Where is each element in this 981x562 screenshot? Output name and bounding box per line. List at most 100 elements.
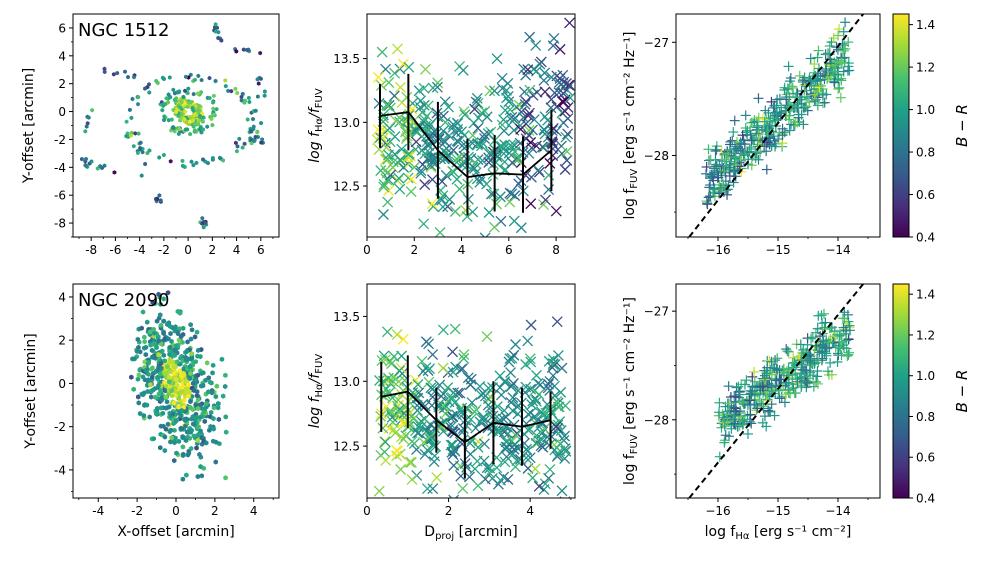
map-hexbin bbox=[241, 47, 246, 52]
map-hexbin bbox=[86, 115, 91, 120]
sfr-point bbox=[710, 146, 721, 157]
ratio-point bbox=[427, 483, 439, 495]
ratio-point bbox=[375, 165, 387, 177]
ngc2090-map-ytick-label: 2 bbox=[58, 334, 66, 348]
map-hexbin bbox=[176, 438, 182, 444]
map-hexbin bbox=[158, 405, 164, 411]
map-hexbin bbox=[187, 100, 192, 105]
sfr-point bbox=[839, 307, 850, 318]
map-hexbin bbox=[253, 134, 258, 140]
ratio-point bbox=[505, 397, 517, 408]
map-hexbin bbox=[149, 347, 155, 353]
colorbar bbox=[892, 13, 910, 238]
sfr-point bbox=[792, 376, 803, 387]
ngc1512-ratio-xtick-label: 8 bbox=[552, 243, 560, 257]
ratio-point bbox=[381, 326, 393, 338]
sfr-point bbox=[755, 381, 766, 392]
ratio-point bbox=[419, 148, 431, 160]
ratio-point bbox=[398, 433, 410, 445]
ratio-point bbox=[474, 380, 486, 392]
ngc2090-map-ytick-label: -2 bbox=[54, 420, 66, 434]
ratio-point bbox=[437, 324, 449, 336]
ratio-point bbox=[402, 148, 414, 160]
sfr-point bbox=[705, 191, 716, 202]
map-hexbin bbox=[175, 382, 180, 388]
ratio-point bbox=[542, 382, 554, 394]
ratio-point bbox=[377, 422, 389, 434]
map-hexbin bbox=[84, 163, 89, 169]
ratio-point bbox=[377, 209, 389, 220]
map-hexbin bbox=[163, 405, 169, 411]
map-hexbin bbox=[259, 120, 263, 126]
ratio-point bbox=[508, 349, 520, 361]
ratio-point bbox=[437, 134, 449, 146]
ratio-point bbox=[461, 211, 473, 223]
map-hexbin bbox=[196, 73, 201, 79]
ratio-point bbox=[406, 173, 418, 185]
sfr-point bbox=[724, 144, 735, 155]
sfr-point bbox=[737, 415, 748, 426]
ratio-point bbox=[481, 331, 493, 343]
sfr-ylabel-part: log f bbox=[622, 188, 638, 220]
ratio-point bbox=[522, 408, 534, 420]
map-hexbin bbox=[187, 364, 193, 370]
ngc1512-map-xtick-label: 2 bbox=[209, 243, 217, 257]
ratio-point bbox=[503, 147, 515, 159]
map-hexbin bbox=[180, 435, 185, 441]
reference-dashed-line bbox=[688, 14, 864, 237]
map-hexbin bbox=[215, 25, 219, 30]
ngc1512-sfr-xtick-label: −16 bbox=[705, 243, 730, 257]
ngc1512-sfr-points bbox=[688, 14, 864, 237]
ratio-point bbox=[415, 167, 427, 179]
ratio-point bbox=[560, 504, 570, 514]
sfr-point bbox=[822, 73, 833, 84]
sfr-point bbox=[777, 123, 788, 134]
map-hexbin bbox=[181, 94, 186, 100]
ratio-point bbox=[378, 350, 390, 362]
map-hexbin bbox=[213, 394, 219, 400]
sfr-point bbox=[724, 170, 735, 181]
ngc2090-map-xtick-label: -4 bbox=[92, 504, 104, 518]
ngc2090-ratio-ytick-label: 13.0 bbox=[333, 375, 360, 389]
sfr-xlabel-part: [erg s⁻¹ cm⁻²] bbox=[749, 524, 851, 540]
ratio-point bbox=[433, 133, 445, 145]
ngc2090-map-ytick-label: -4 bbox=[54, 463, 66, 477]
sfr-ylabel-part: [erg s⁻¹ cm⁻² Hz⁻¹] bbox=[622, 297, 638, 434]
map-hexbin bbox=[197, 103, 202, 109]
map-ylabel: Y-offset [arcmin] bbox=[23, 333, 39, 449]
sfr-point bbox=[783, 61, 794, 72]
ratio-point bbox=[523, 147, 535, 159]
map-hexbin bbox=[132, 75, 136, 80]
map-hexbin bbox=[184, 472, 189, 478]
ratio-point bbox=[476, 140, 487, 152]
ratio-point bbox=[529, 463, 541, 475]
map-hexbin bbox=[191, 118, 196, 123]
sfr-point bbox=[769, 363, 780, 374]
map-hexbin bbox=[162, 152, 166, 158]
map-hexbin bbox=[186, 429, 192, 435]
sfr-point bbox=[812, 100, 823, 111]
ratio-point bbox=[403, 416, 415, 428]
ratio-point bbox=[405, 186, 417, 198]
map-hexbin bbox=[112, 170, 117, 175]
map-hexbin bbox=[153, 394, 158, 400]
ratio-point bbox=[524, 452, 536, 464]
map-hexbin bbox=[84, 124, 89, 129]
sfr-point bbox=[795, 339, 806, 350]
ratio-point bbox=[380, 164, 392, 176]
ratio-point bbox=[372, 124, 384, 136]
ngc1512-map-ytick-label: 4 bbox=[58, 49, 66, 63]
ratio-point bbox=[506, 352, 518, 364]
map-hexbin bbox=[145, 388, 150, 395]
map-hexbin bbox=[178, 413, 183, 419]
ratio-point bbox=[406, 435, 418, 447]
ratio-ylabel-part: FUV bbox=[314, 354, 325, 374]
ratio-point bbox=[559, 430, 571, 442]
map-hexbin bbox=[187, 389, 192, 395]
ratio-point bbox=[532, 164, 544, 176]
ratio-point bbox=[398, 161, 410, 173]
ratio-point bbox=[446, 392, 458, 404]
sfr-point bbox=[739, 379, 750, 390]
sfr-point bbox=[732, 136, 743, 147]
sfr-point bbox=[836, 75, 847, 86]
